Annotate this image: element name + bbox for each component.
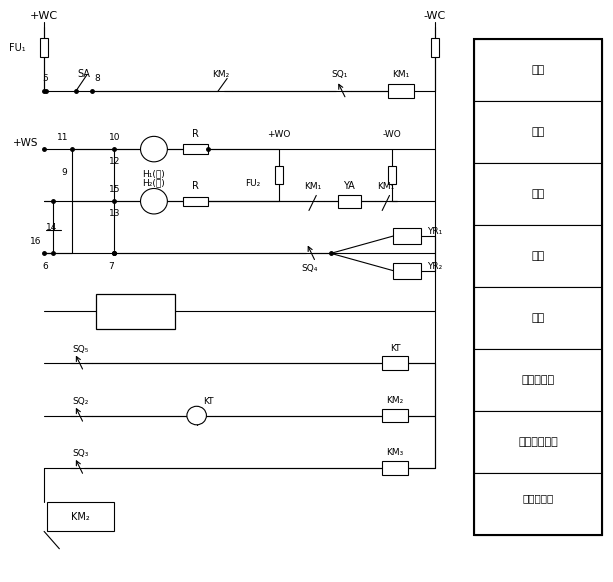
Text: 6: 6: [42, 261, 48, 271]
Text: 9: 9: [61, 168, 67, 177]
Text: SQ₃: SQ₃: [72, 449, 89, 458]
Text: YR₁: YR₁: [427, 227, 442, 236]
Text: SA: SA: [77, 69, 90, 79]
Bar: [474, 287, 603, 349]
Text: 励磁机用灯: 励磁机用灯: [523, 493, 554, 503]
Bar: [183, 144, 208, 154]
Text: YA: YA: [343, 181, 355, 191]
Bar: [183, 197, 208, 206]
Text: R: R: [192, 181, 199, 191]
Text: SQ₂: SQ₂: [72, 397, 89, 406]
Text: 8: 8: [94, 74, 100, 83]
Text: KM₁: KM₁: [377, 182, 394, 191]
Text: 14: 14: [47, 223, 58, 232]
Text: 7: 7: [109, 261, 114, 271]
Text: +WC: +WC: [30, 11, 58, 21]
Text: 13: 13: [109, 210, 120, 218]
Bar: [474, 39, 603, 101]
Text: KT: KT: [390, 344, 400, 353]
Text: 跳闸: 跳闸: [531, 251, 545, 261]
Bar: [47, 502, 114, 531]
Text: +WO: +WO: [267, 130, 291, 139]
Text: FU₂: FU₂: [245, 179, 261, 189]
Bar: [474, 163, 603, 225]
Text: 10: 10: [109, 133, 120, 142]
Text: 保护: 保护: [531, 313, 545, 323]
Text: -WC: -WC: [424, 11, 446, 21]
Bar: [382, 356, 408, 370]
Text: YR₂: YR₂: [427, 261, 442, 271]
Bar: [275, 166, 283, 184]
Text: SQ₁: SQ₁: [332, 70, 348, 80]
Text: 红灯: 红灯: [531, 189, 545, 199]
Text: 16: 16: [29, 237, 41, 246]
Bar: [474, 349, 603, 411]
Bar: [474, 101, 603, 163]
Text: KM₃: KM₃: [386, 448, 403, 457]
Circle shape: [187, 406, 207, 425]
Text: KM₂: KM₂: [386, 396, 403, 405]
Text: KM₁: KM₁: [304, 182, 321, 191]
Bar: [382, 409, 408, 423]
Text: 15: 15: [109, 185, 120, 194]
Text: 合闸: 合闸: [531, 65, 545, 75]
Text: SQ₄: SQ₄: [302, 264, 318, 273]
Text: -WO: -WO: [383, 130, 402, 139]
Text: R: R: [192, 129, 199, 139]
Circle shape: [140, 136, 167, 162]
Text: +WS: +WS: [12, 139, 38, 148]
Text: 时间继电器: 时间继电器: [522, 375, 555, 385]
Bar: [338, 195, 361, 208]
Text: 12: 12: [109, 157, 120, 166]
Bar: [474, 39, 603, 535]
Bar: [394, 228, 421, 244]
Text: H₁(绿): H₁(绿): [143, 169, 166, 178]
Bar: [394, 262, 421, 279]
Text: 自同期接触器: 自同期接触器: [519, 437, 558, 447]
Text: KM₂: KM₂: [71, 512, 90, 522]
Circle shape: [140, 189, 167, 214]
Bar: [474, 225, 603, 287]
Bar: [40, 38, 48, 57]
Text: SQ₅: SQ₅: [72, 345, 89, 354]
Text: KT: KT: [204, 397, 214, 406]
Text: 5: 5: [42, 74, 48, 83]
Text: 绿灯: 绿灯: [531, 127, 545, 137]
Bar: [474, 473, 603, 535]
Bar: [431, 38, 439, 57]
Bar: [96, 294, 175, 329]
Text: 保护: 保护: [129, 306, 142, 316]
Text: KM₁: KM₁: [392, 70, 409, 80]
Bar: [382, 461, 408, 474]
Bar: [388, 166, 396, 184]
Text: 11: 11: [57, 133, 69, 142]
Text: H₂(红): H₂(红): [143, 178, 166, 187]
Bar: [388, 84, 414, 98]
Bar: [474, 411, 603, 473]
Text: FU₁: FU₁: [9, 42, 26, 53]
Text: KM₂: KM₂: [213, 70, 230, 80]
